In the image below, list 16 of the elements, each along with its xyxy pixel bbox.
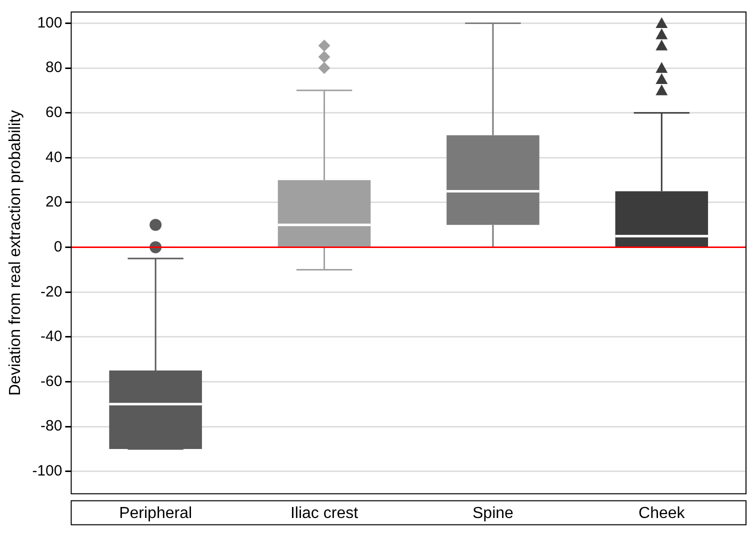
y-tick-label: -60 xyxy=(40,372,62,390)
y-tick-label: -20 xyxy=(40,283,62,300)
y-tick-label: 100 xyxy=(37,14,62,32)
x-tick-label: Iliac crest xyxy=(290,504,359,522)
y-tick-label: 20 xyxy=(46,194,62,211)
y-tick-label: 40 xyxy=(46,148,62,166)
y-tick-label: -100 xyxy=(32,462,62,480)
y-axis-title: Deviation from real extraction probability xyxy=(7,110,24,396)
x-tick-label: Spine xyxy=(472,504,514,522)
y-tick-label: -80 xyxy=(40,418,62,435)
y-tick-label: -40 xyxy=(40,328,62,346)
x-tick-label: Peripheral xyxy=(119,504,192,522)
y-tick-label: 0 xyxy=(54,238,62,256)
y-tick-label: 60 xyxy=(46,104,62,121)
x-tick-label: Cheek xyxy=(638,504,686,522)
y-tick-label: 80 xyxy=(46,59,62,76)
